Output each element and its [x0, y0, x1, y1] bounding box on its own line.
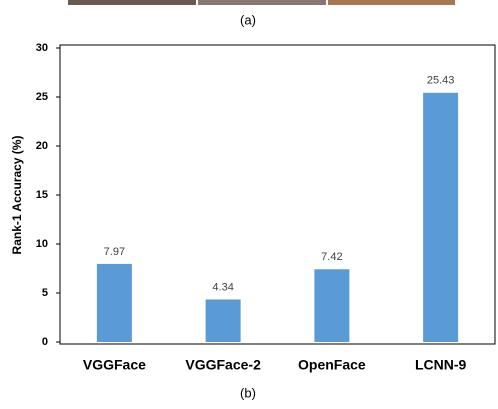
- y-tick-label: 30: [36, 42, 48, 54]
- face-image: [68, 0, 196, 5]
- bar: [423, 92, 459, 342]
- x-tick-label: OpenFace: [298, 357, 366, 373]
- y-tick-label: 20: [36, 140, 48, 152]
- face-image: [198, 0, 326, 5]
- y-tick-label: 5: [42, 287, 48, 299]
- face-strip: [68, 0, 455, 5]
- caption-a: (a): [240, 12, 256, 27]
- y-tick-label: 10: [36, 238, 48, 250]
- x-tick-label: LCNN-9: [415, 357, 467, 373]
- y-tick-label: 25: [36, 91, 48, 103]
- data-label: 25.43: [427, 75, 455, 87]
- bar: [314, 269, 350, 342]
- x-tick-label: VGGFace: [83, 357, 146, 373]
- data-label: 7.42: [321, 251, 342, 263]
- data-label: 4.34: [212, 281, 233, 293]
- bar: [96, 263, 132, 342]
- face-image: [328, 0, 455, 5]
- y-axis-label: Rank-1 Accuracy (%): [10, 136, 24, 255]
- data-label: 7.97: [104, 246, 125, 258]
- y-tick-label: 15: [36, 189, 48, 201]
- y-tick-label: 0: [42, 336, 48, 348]
- caption-b: (b): [240, 385, 256, 400]
- bar: [205, 299, 241, 342]
- x-tick-label: VGGFace-2: [185, 357, 261, 373]
